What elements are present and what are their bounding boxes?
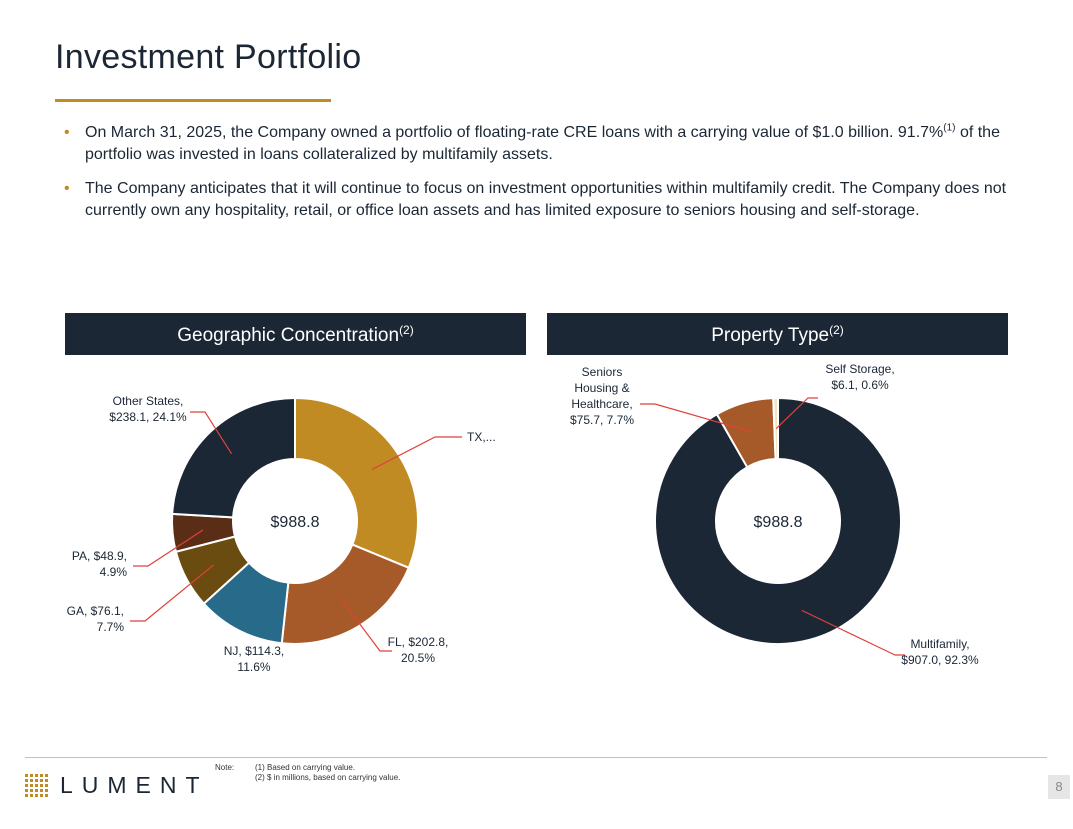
data-label-line: Self Storage,: [825, 362, 894, 376]
footnote-ref: (1): [943, 122, 956, 134]
donut-segment: [280, 543, 411, 645]
chart-title-sup: (2): [829, 323, 844, 337]
donut-segment: [772, 396, 779, 461]
data-label-line: 11.6%: [237, 660, 270, 674]
data-label-line: NJ, $114.3,: [224, 644, 284, 658]
data-label-line: PA, $48.9,: [72, 549, 127, 563]
bullet-text: On March 31, 2025, the Company owned a p…: [85, 124, 944, 141]
center-label: $988.8: [754, 514, 803, 531]
data-label: NJ, $114.3, 11.6%: [224, 644, 284, 674]
leader-line: [775, 397, 818, 429]
data-label-line: Multifamily,: [910, 637, 969, 651]
data-label: Multifamily, $907.0, 92.3%: [901, 637, 979, 667]
data-label: Other States, $238.1, 24.1%: [109, 394, 187, 424]
data-label-line: Healthcare,: [571, 397, 632, 411]
data-label-line: GA, $76.1,: [67, 604, 124, 618]
chart-header: [65, 313, 526, 355]
data-label-line: 7.7%: [97, 620, 125, 634]
chart-header: [547, 313, 1008, 355]
data-label-line: $75.7, 7.7%: [570, 413, 634, 427]
page-number: 8: [1048, 775, 1070, 799]
data-label-line: Other States,: [113, 394, 184, 408]
data-label-line: FL, $202.8,: [388, 635, 449, 649]
donut-segment: [654, 396, 902, 645]
data-label-line: 20.5%: [401, 651, 435, 665]
chart-title: Property Type(2): [711, 323, 844, 346]
donut-segment: [294, 396, 419, 570]
chart-title-text: Geographic Concentration: [177, 325, 399, 346]
charts: Geographic Concentration(2)TX,...FL, $20…: [65, 313, 1008, 674]
note-label: Note:: [215, 763, 235, 772]
leader-line: [640, 403, 753, 433]
slide-title: Investment Portfolio: [55, 38, 362, 76]
data-label-line: Housing &: [574, 381, 629, 395]
leader-line: [130, 564, 214, 622]
leader-line: [801, 609, 905, 656]
donut-segment: [171, 396, 296, 519]
bullet-text: of the portfolio was invested in loans c…: [85, 124, 1000, 163]
bullet: • On March 31, 2025, the Company owned a …: [64, 122, 1000, 163]
bullet-list: • On March 31, 2025, the Company owned a …: [64, 122, 1014, 234]
data-label-line: Seniors: [582, 365, 623, 379]
leader-line: [190, 411, 233, 455]
footnote: (2) $ in millions, based on carrying val…: [255, 773, 401, 782]
data-label-line: TX,...: [467, 430, 496, 444]
data-label: Seniors Housing & Healthcare, $75.7, 7.7%: [570, 365, 634, 427]
logo-text: LUMENT: [60, 772, 209, 798]
data-label-line: $907.0, 92.3%: [901, 653, 979, 667]
data-label: PA, $48.9, 4.9%: [72, 549, 127, 579]
data-label: Self Storage, $6.1, 0.6%: [825, 362, 894, 392]
leader-line: [341, 600, 392, 652]
footnote: (1) Based on carrying value.: [255, 763, 356, 772]
chart-title: Geographic Concentration(2): [177, 323, 413, 346]
data-label-line: $238.1, 24.1%: [109, 410, 187, 424]
center-label: $988.8: [271, 514, 320, 531]
leader-line: [133, 529, 204, 567]
bullet: • The Company anticipates that it will co…: [64, 180, 1007, 219]
data-label: TX,...: [467, 430, 496, 444]
bullet-text: The Company anticipates that it will con…: [85, 180, 1007, 219]
footer-rule: [25, 757, 1047, 758]
data-label-line: $6.1, 0.6%: [831, 378, 889, 392]
data-label-line: 4.9%: [100, 565, 128, 579]
data-label: FL, $202.8, 20.5%: [388, 635, 449, 665]
chart-title-text: Property Type: [711, 325, 829, 346]
chart-title-sup: (2): [399, 323, 414, 337]
logo-mark: [25, 774, 48, 797]
leader-line: [371, 436, 462, 471]
data-label: GA, $76.1, 7.7%: [67, 604, 125, 634]
title-rule: [55, 99, 331, 102]
